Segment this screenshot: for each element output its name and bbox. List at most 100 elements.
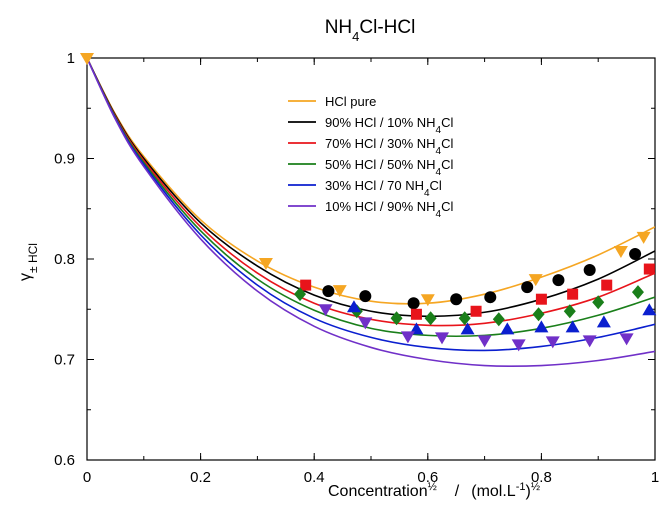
chart-title-rest: Cl-HCl (359, 17, 415, 38)
data-point (409, 322, 424, 335)
data-point (346, 300, 361, 313)
y-tick-label: 0.6 (54, 452, 75, 469)
data-point (322, 285, 335, 298)
series-line (87, 57, 655, 368)
legend-label-main: HCl pure (325, 94, 376, 109)
chart-title-main: NH (325, 17, 352, 38)
legend-label-sub: 4 (424, 188, 430, 199)
data-point (458, 311, 471, 326)
data-point (532, 307, 545, 322)
x-axis-label-b: (mol.L (471, 483, 516, 500)
data-point (294, 287, 306, 302)
data-point (258, 258, 273, 271)
data-point (332, 285, 347, 298)
legend-label-rest: Cl (441, 199, 453, 214)
data-point (318, 304, 333, 317)
x-tick-label: 0 (83, 469, 91, 486)
series-line (87, 57, 655, 352)
legend-label-sub: 4 (436, 146, 442, 157)
data-point (592, 295, 605, 310)
y-tick-label: 1 (67, 50, 75, 67)
x-tick-label: 0.6 (417, 469, 438, 486)
legend-label-rest: Cl (441, 157, 453, 172)
legend-label-main: 50% HCl / 50% NH (325, 157, 436, 172)
legend-label-rest: Cl (430, 178, 442, 193)
data-point (528, 274, 543, 287)
data-point (358, 317, 373, 330)
data-point (484, 291, 497, 304)
data-point (460, 322, 475, 335)
data-point (511, 339, 526, 352)
data-point (400, 331, 415, 344)
data-point (80, 53, 94, 65)
x-axis-label-sep: / (455, 483, 460, 500)
data-point (629, 247, 642, 260)
data-point (359, 290, 372, 303)
x-tick-label: 0.8 (531, 469, 552, 486)
legend-label-main: 90% HCl / 10% NH (325, 115, 436, 130)
data-point (545, 336, 560, 349)
chart-title: NH4Cl-HCl (325, 17, 416, 44)
y-axis-label-sub: ± HCl (26, 243, 40, 273)
data-point (390, 311, 403, 326)
data-point (596, 315, 611, 328)
data-point (582, 335, 597, 348)
plot-area: 0 0.2 0.4 0.6 0.8 1 0.6 0.7 0.8 0.9 1 (54, 50, 659, 486)
x-tick-label: 0.2 (190, 469, 211, 486)
y-tick-label: 0.7 (54, 352, 75, 369)
legend-label-rest: Cl (441, 115, 453, 130)
data-point (500, 322, 515, 335)
data-point (583, 264, 596, 277)
data-point (410, 308, 422, 320)
y-axis-label-gamma: γ (17, 273, 34, 281)
chart-title-sub: 4 (352, 29, 359, 44)
x-tick-label: 1 (651, 469, 659, 486)
x-axis-label-a-sup: ½ (428, 481, 437, 493)
data-point (435, 332, 449, 345)
legend-label: 70% HCl / 30% NH4Cl (325, 136, 453, 157)
data-point (567, 288, 579, 300)
legend-label: 10% HCl / 90% NH4Cl (325, 199, 453, 220)
data-point (521, 281, 534, 294)
data-point (636, 231, 651, 244)
legend-label: 90% HCl / 10% NH4Cl (325, 115, 453, 136)
data-point (477, 335, 492, 348)
y-axis-label: γ± HCl (17, 243, 40, 281)
data-point (552, 274, 565, 287)
data-point (631, 285, 644, 300)
data-point (492, 312, 505, 327)
y-tick-label: 0.8 (54, 251, 75, 268)
legend-label-sub: 4 (436, 209, 442, 220)
legend-label-main: 70% HCl / 30% NH (325, 136, 436, 151)
data-point (424, 311, 437, 326)
x-axis-label: Concentration½ / (mol.L-1)½ (328, 481, 540, 500)
data-point (300, 279, 312, 291)
y-tick-label: 0.9 (54, 151, 75, 168)
legend-label: 50% HCl / 50% NH4Cl (325, 157, 453, 178)
data-point (643, 263, 655, 275)
legend-label-sub: 4 (436, 167, 442, 178)
svg-text:γ± HCl: γ± HCl (17, 243, 40, 281)
x-tick-label: 0.4 (304, 469, 325, 486)
legend-label: 30% HCl / 70 NH4Cl (325, 178, 442, 199)
data-point (563, 304, 576, 319)
legend-label-rest: Cl (441, 136, 453, 151)
legend-label: HCl pure (325, 94, 376, 109)
data-point (601, 279, 613, 291)
data-point (407, 297, 420, 310)
legend-label-sub: 4 (436, 125, 442, 136)
x-axis-label-b-sup: -1 (516, 481, 526, 493)
data-point (565, 320, 580, 333)
data-point (450, 293, 463, 306)
x-axis-label-a: Concentration (328, 483, 428, 500)
x-axis-label-c-sup: ½ (531, 481, 540, 493)
legend-label-main: 10% HCl / 90% NH (325, 199, 436, 214)
data-point (420, 294, 435, 307)
legend-label-main: 30% HCl / 70 NH (325, 178, 424, 193)
data-point (534, 320, 549, 333)
x-axis-label-c: ) (525, 483, 530, 500)
data-point (642, 303, 657, 316)
data-point (535, 293, 547, 305)
